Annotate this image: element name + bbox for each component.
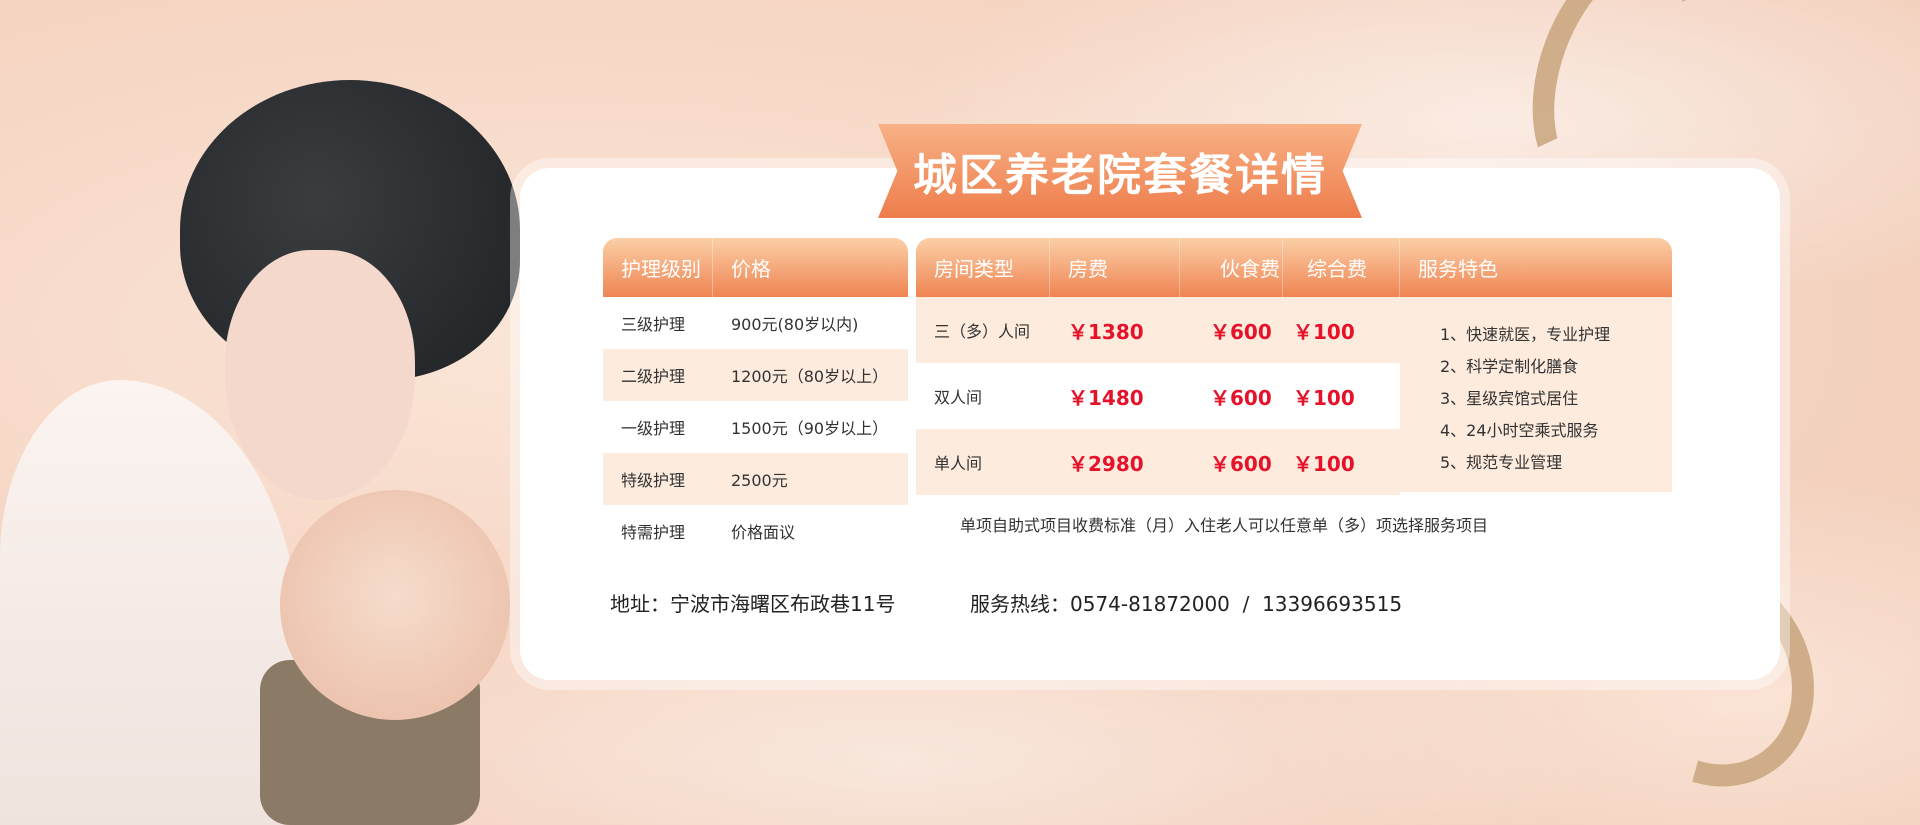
- meal-fee: ￥600: [1210, 385, 1272, 410]
- care-price: 价格面议: [731, 523, 796, 542]
- care-level: 一级护理: [621, 419, 686, 438]
- table-row: 三级护理 900元(80岁以内): [603, 297, 908, 349]
- feature-item: 5、规范专业管理: [1440, 453, 1563, 472]
- general-fee: ￥100: [1293, 451, 1355, 476]
- column-header: 房间类型: [916, 238, 1050, 297]
- room-type: 单人间: [934, 454, 983, 473]
- column-header: 护理级别: [603, 238, 713, 297]
- feature-item: 3、星级宾馆式居住: [1440, 389, 1579, 408]
- care-price: 2500元: [731, 471, 788, 490]
- care-price: 1500元（90岁以上）: [731, 419, 889, 438]
- room-type: 三（多）人间: [934, 322, 1031, 341]
- page-title: 城区养老院套餐详情: [878, 124, 1362, 218]
- care-level: 二级护理: [621, 367, 686, 386]
- address: 地址：宁波市海曙区布政巷11号: [610, 592, 896, 616]
- care-level: 特级护理: [621, 471, 686, 490]
- table-row: 双人间 ￥1480 ￥600 ￥100: [916, 363, 1400, 429]
- table-row: 三（多）人间 ￥1380 ￥600 ￥100: [916, 297, 1400, 363]
- care-level-table: 护理级别 价格 三级护理 900元(80岁以内) 二级护理 1200元（80岁以上） 一级…: [603, 238, 908, 557]
- care-level: 特需护理: [621, 523, 686, 542]
- care-price: 900元(80岁以内): [731, 315, 859, 334]
- room-fee: ￥1380: [1068, 319, 1144, 344]
- column-header: 房费: [1050, 238, 1180, 297]
- care-price: 1200元（80岁以上）: [731, 367, 889, 386]
- feature-item: 4、24小时空乘式服务: [1440, 421, 1599, 440]
- general-fee: ￥100: [1293, 385, 1355, 410]
- table-row: 特级护理 2500元: [603, 453, 908, 505]
- room-fee: ￥1480: [1068, 385, 1144, 410]
- meal-fee: ￥600: [1210, 451, 1272, 476]
- care-level: 三级护理: [621, 315, 686, 334]
- column-header: 服务特色: [1418, 257, 1498, 281]
- grandmother-baby-photo: [0, 60, 600, 825]
- column-header: 价格: [731, 257, 771, 281]
- general-fee: ￥100: [1293, 319, 1355, 344]
- room-fee-table: 房间类型 房费 伙食费 综合费 服务特色 三（多）人间 ￥1380 ￥600 ￥…: [916, 238, 1672, 555]
- room-type: 双人间: [934, 388, 983, 407]
- meal-fee: ￥600: [1210, 319, 1272, 344]
- table-note: 单项自助式项目收费标准（月）入住老人可以任意单（多）项选择服务项目: [960, 515, 1489, 535]
- table-row: 一级护理 1500元（90岁以上）: [603, 401, 908, 453]
- service-features: 1、快速就医，专业护理 2、科学定制化膳食 3、星级宾馆式居住 4、24小时空乘…: [1400, 297, 1672, 492]
- feature-item: 2、科学定制化膳食: [1440, 357, 1579, 376]
- feature-item: 1、快速就医，专业护理: [1440, 325, 1611, 344]
- column-header: 伙食费: [1180, 238, 1283, 297]
- hotline: 服务热线：0574-81872000 / 13396693515: [970, 592, 1403, 616]
- column-header: 综合费: [1283, 238, 1400, 297]
- table-row: 特需护理 价格面议: [603, 505, 908, 557]
- table-row: 二级护理 1200元（80岁以上）: [603, 349, 908, 401]
- room-fee: ￥2980: [1068, 451, 1144, 476]
- table-row: 单人间 ￥2980 ￥600 ￥100: [916, 429, 1400, 495]
